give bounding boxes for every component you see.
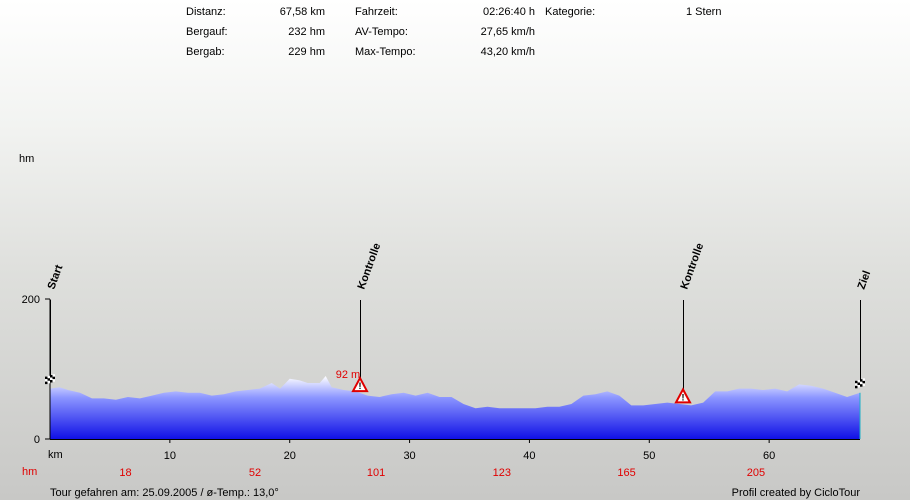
checkered-flag-icon bbox=[50, 380, 53, 383]
checkered-flag-icon bbox=[860, 384, 863, 387]
checkered-flag-icon bbox=[855, 380, 858, 384]
checkered-flag-icon bbox=[52, 376, 55, 380]
bergauf-value: 232 hm bbox=[288, 26, 325, 38]
checkered-flag-icon bbox=[862, 383, 865, 386]
warning-exclamation: ! bbox=[359, 381, 362, 391]
marker-label: Kontrolle bbox=[356, 242, 384, 291]
hm-row-value: 18 bbox=[119, 467, 131, 479]
checkered-flag-icon bbox=[855, 385, 858, 389]
checkered-flag-icon bbox=[50, 375, 53, 378]
warning-triangle-icon bbox=[351, 375, 369, 393]
hm-row-value: 205 bbox=[747, 467, 765, 479]
x-tick-label: 10 bbox=[164, 450, 176, 462]
x-axis-label: km bbox=[48, 449, 63, 461]
avtempo-label: AV-Tempo: bbox=[355, 26, 408, 38]
y-tick-label: 200 bbox=[22, 294, 40, 306]
bergab-label: Bergab: bbox=[186, 46, 225, 58]
checkered-flag-icon bbox=[45, 381, 48, 385]
distanz-value: 67,58 km bbox=[279, 6, 325, 18]
hm-row-value: 123 bbox=[493, 467, 511, 479]
hm-row-value: 52 bbox=[249, 467, 261, 479]
checkered-flag-icon bbox=[862, 378, 865, 381]
checkered-flag-icon bbox=[47, 375, 50, 379]
checkered-flag-icon bbox=[857, 382, 860, 385]
elevation-area bbox=[50, 376, 860, 439]
footer-credit: Profil created by CicloTour bbox=[731, 487, 860, 499]
marker-label: Kontrolle bbox=[679, 242, 707, 291]
fahrzeit-label: Fahrzeit: bbox=[355, 6, 398, 18]
checkered-flag-icon bbox=[45, 376, 48, 380]
checkered-flag-icon bbox=[857, 385, 860, 388]
x-tick-label: 20 bbox=[284, 450, 296, 462]
checkered-flag-icon bbox=[862, 380, 865, 384]
checkered-flag-icon bbox=[45, 379, 48, 382]
hm-row-label: hm bbox=[22, 466, 38, 478]
checkered-flag-icon bbox=[50, 377, 53, 380]
distanz-label: Distanz: bbox=[186, 6, 226, 18]
x-tick-label: 40 bbox=[523, 450, 535, 462]
y-axis-label: hm bbox=[19, 153, 35, 165]
marker-label: Start bbox=[46, 263, 66, 291]
marker-elevation-label: 92 m bbox=[336, 369, 360, 381]
y-tick-label: 0 bbox=[34, 434, 40, 446]
checkered-flag-icon bbox=[857, 380, 860, 383]
kategorie-value: 1 Stern bbox=[686, 6, 722, 18]
checkered-flag-icon bbox=[47, 378, 50, 381]
x-tick-label: 30 bbox=[403, 450, 415, 462]
checkered-flag-icon bbox=[860, 381, 863, 385]
maxtempo-value: 43,20 km/h bbox=[480, 46, 535, 58]
fahrzeit-value: 02:26:40 h bbox=[483, 6, 535, 18]
checkered-flag-icon bbox=[855, 383, 858, 386]
warning-exclamation: ! bbox=[682, 392, 685, 402]
avtempo-value: 27,65 km/h bbox=[480, 26, 535, 38]
hm-row-value: 101 bbox=[367, 467, 385, 479]
checkered-flag-icon bbox=[47, 380, 50, 384]
warning-triangle-icon bbox=[674, 387, 692, 404]
marker-label: Ziel bbox=[856, 269, 874, 291]
checkered-flag-icon bbox=[52, 379, 55, 382]
x-tick-label: 60 bbox=[763, 450, 775, 462]
checkered-flag-icon bbox=[52, 374, 55, 377]
hm-row-value: 165 bbox=[617, 467, 635, 479]
bergauf-label: Bergauf: bbox=[186, 26, 228, 38]
footer-tour-info: Tour gefahren am: 25.09.2005 / ø-Temp.: … bbox=[50, 487, 279, 499]
checkered-flag-icon bbox=[860, 379, 863, 382]
kategorie-label: Kategorie: bbox=[545, 6, 596, 18]
bergab-value: 229 hm bbox=[288, 46, 325, 58]
x-tick-label: 50 bbox=[643, 450, 655, 462]
maxtempo-label: Max-Tempo: bbox=[355, 46, 416, 58]
